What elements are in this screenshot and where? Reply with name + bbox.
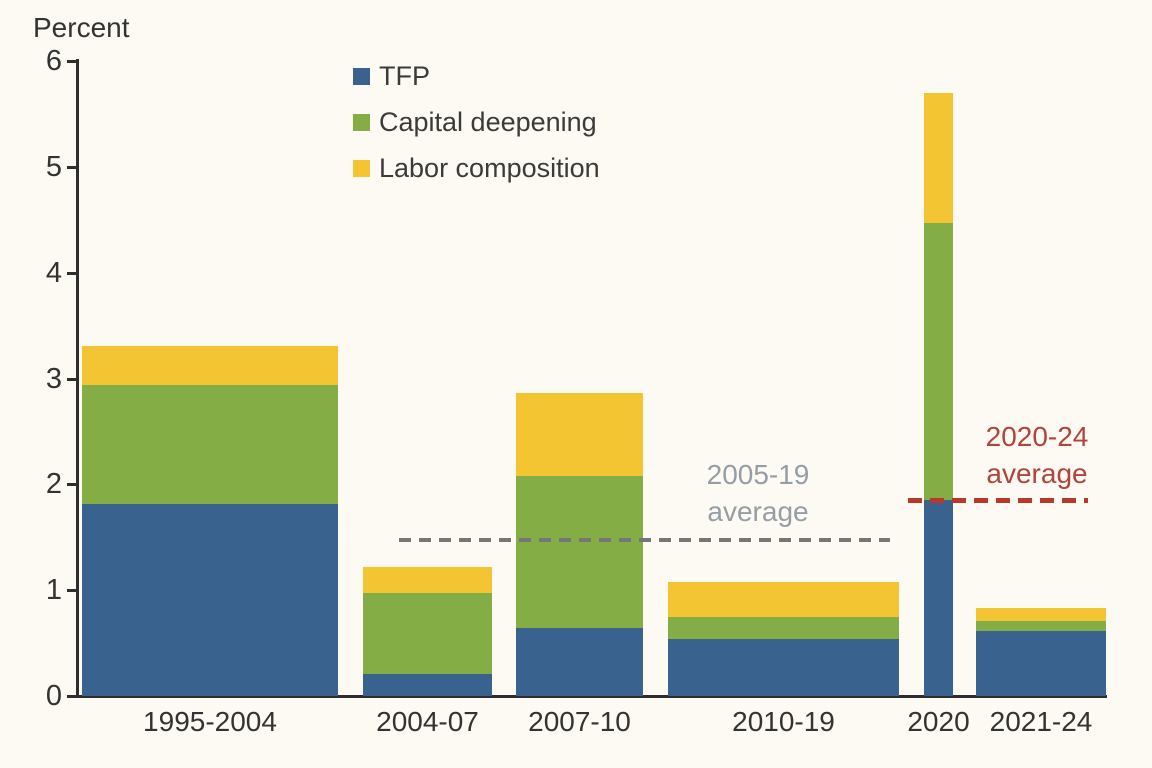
ref-line-2005-19-average <box>399 538 890 543</box>
x-tick-label-2004-07: 2004-07 <box>376 706 479 737</box>
legend-label: Labor composition <box>379 153 600 183</box>
y-tick-mark <box>67 271 77 275</box>
legend-item-tfp: TFP <box>353 61 600 92</box>
bar-segment-labor-composition-2004-07 <box>363 566 492 594</box>
y-tick-label: 1 <box>45 574 62 607</box>
legend-item-labor-composition: Labor composition <box>353 153 600 184</box>
legend-item-capital-deepening: Capital deepening <box>353 107 600 138</box>
y-tick-label: 2 <box>45 468 62 501</box>
bar-segment-tfp-2021-24 <box>976 631 1106 696</box>
y-tick-mark <box>67 60 77 64</box>
x-tick-label-1995-2004: 1995-2004 <box>143 706 277 737</box>
y-tick-label: 4 <box>45 256 62 289</box>
bar-segment-labor-composition-2007-10 <box>516 393 643 476</box>
x-axis-line <box>76 695 1107 698</box>
legend-swatch-icon <box>353 160 370 177</box>
y-tick-mark <box>67 165 77 169</box>
ref-line-2020-24-average <box>908 497 1088 503</box>
y-tick-mark <box>67 589 77 593</box>
bar-segment-tfp-2007-10 <box>516 628 643 696</box>
y-axis-title: Percent <box>33 12 130 43</box>
y-tick-label: 0 <box>45 680 62 712</box>
x-tick-label-2021-24: 2021-24 <box>989 706 1093 737</box>
ref-label-line: 2020-24 <box>985 421 1089 452</box>
chart-legend: TFP Capital deepening Labor composition <box>353 61 600 184</box>
bar-segment-labor-composition-2020 <box>924 92 953 223</box>
legend-swatch-icon <box>353 114 370 131</box>
bar-segment-capital-deepening-2020 <box>924 222 953 501</box>
bar-segment-labor-composition-2021-24 <box>976 608 1106 621</box>
legend-label: TFP <box>379 61 430 91</box>
x-tick-label-2007-10: 2007-10 <box>528 706 631 737</box>
bar-segment-capital-deepening-2007-10 <box>516 475 643 629</box>
y-tick-mark <box>67 377 77 381</box>
bar-segment-capital-deepening-1995-2004 <box>82 384 338 505</box>
ref-label-line: average <box>986 458 1088 489</box>
bar-segment-labor-composition-1995-2004 <box>82 345 338 385</box>
bar-segment-tfp-2010-19 <box>668 638 899 696</box>
y-tick-label: 5 <box>45 150 62 183</box>
bar-segment-tfp-2004-07 <box>363 673 492 696</box>
bar-segment-capital-deepening-2010-19 <box>668 616 899 639</box>
bar-segment-tfp-2020 <box>924 500 953 696</box>
y-axis-line <box>76 59 79 698</box>
ref-label-2020-24-average: 2020-24 average <box>986 418 1089 492</box>
bar-segment-capital-deepening-2021-24 <box>976 620 1106 632</box>
ref-label-2005-19-average: 2005-19 average <box>707 456 810 530</box>
legend-swatch-icon <box>353 68 370 85</box>
legend-label: Capital deepening <box>379 107 597 137</box>
ref-label-line: 2005-19 <box>706 459 810 490</box>
y-tick-mark <box>67 483 77 487</box>
ref-label-line: average <box>707 496 809 527</box>
y-tick-mark <box>67 695 77 698</box>
y-tick-label: 6 <box>45 45 62 78</box>
bar-segment-capital-deepening-2004-07 <box>363 593 492 674</box>
y-tick-label: 3 <box>45 362 62 395</box>
bar-segment-labor-composition-2010-19 <box>668 581 899 617</box>
bar-segment-tfp-1995-2004 <box>82 504 338 696</box>
x-tick-label-2020: 2020 <box>907 706 970 737</box>
x-tick-label-2010-19: 2010-19 <box>732 706 835 737</box>
